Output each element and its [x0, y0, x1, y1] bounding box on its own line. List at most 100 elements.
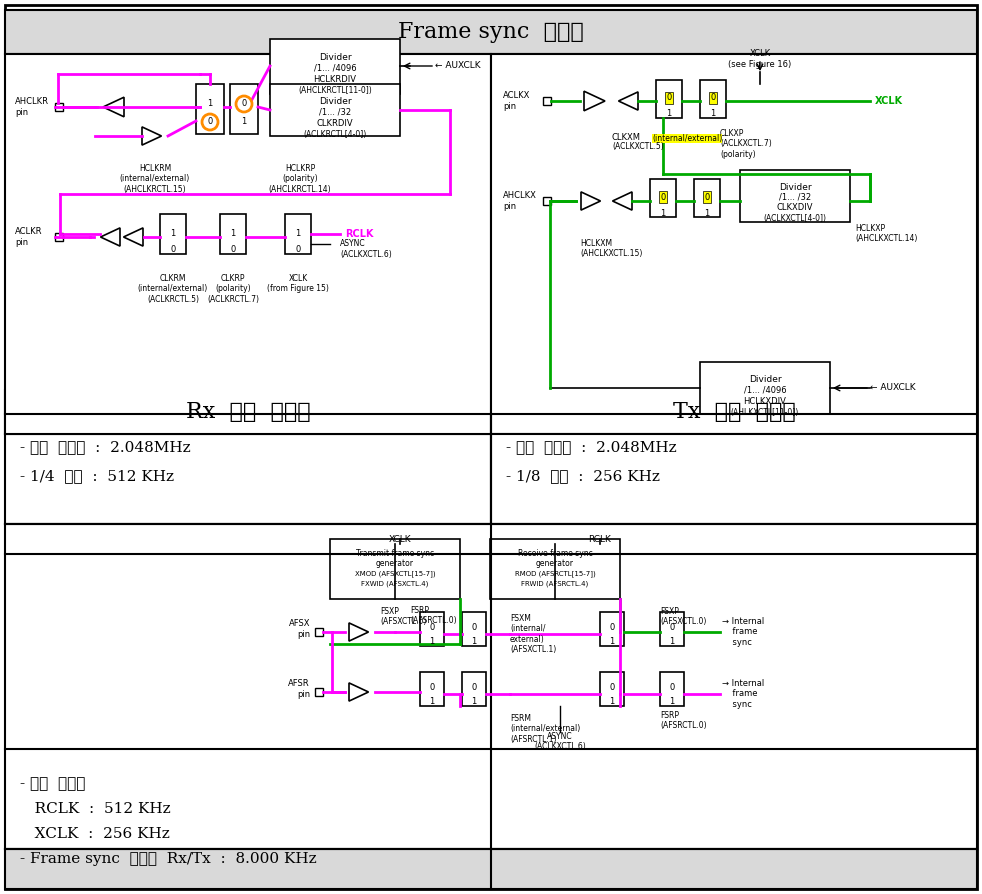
- Text: 0: 0: [231, 244, 236, 254]
- FancyBboxPatch shape: [600, 672, 624, 706]
- Text: 0: 0: [207, 117, 213, 126]
- Text: 0: 0: [296, 244, 300, 254]
- Text: 0: 0: [660, 192, 666, 201]
- Text: (internal/external): (internal/external): [652, 133, 722, 142]
- FancyBboxPatch shape: [285, 214, 311, 254]
- Text: FSXM
(internal/
external)
(AFSXCTL.1): FSXM (internal/ external) (AFSXCTL.1): [510, 614, 556, 654]
- Polygon shape: [581, 192, 601, 210]
- Text: 1: 1: [296, 230, 300, 239]
- Text: /1... /4096: /1... /4096: [743, 385, 787, 394]
- FancyBboxPatch shape: [650, 179, 676, 217]
- Text: 0: 0: [610, 622, 615, 631]
- Text: ACLKX
pin: ACLKX pin: [503, 91, 530, 111]
- Text: HCLKRDIV: HCLKRDIV: [313, 74, 356, 83]
- FancyBboxPatch shape: [600, 612, 624, 646]
- Text: HCLKRM
(internal/external)
(AHCLKRCTL.15): HCLKRM (internal/external) (AHCLKRCTL.15…: [120, 164, 191, 194]
- FancyBboxPatch shape: [700, 362, 830, 414]
- Text: XCLK
(from Figure 15): XCLK (from Figure 15): [267, 274, 329, 293]
- FancyBboxPatch shape: [543, 197, 551, 205]
- FancyBboxPatch shape: [700, 80, 726, 118]
- Text: XCLK: XCLK: [875, 96, 903, 106]
- Text: 0: 0: [471, 682, 476, 691]
- Text: /1... /32: /1... /32: [779, 192, 811, 201]
- FancyBboxPatch shape: [5, 849, 977, 889]
- FancyBboxPatch shape: [5, 434, 491, 524]
- Text: 1: 1: [207, 99, 213, 108]
- Text: AHCLKR
pin: AHCLKR pin: [15, 97, 49, 117]
- Text: (ACLKXCTL[4-0]): (ACLKXCTL[4-0]): [763, 214, 827, 223]
- Text: 0: 0: [704, 192, 710, 201]
- Text: → Internal
    frame
    sync: → Internal frame sync: [722, 679, 764, 709]
- FancyBboxPatch shape: [5, 10, 977, 54]
- Text: Tx  클럭  발생기: Tx 클럭 발생기: [673, 401, 795, 423]
- Text: Rx  클럭  발생기: Rx 클럭 발생기: [186, 401, 310, 423]
- Text: 1: 1: [670, 637, 675, 646]
- Text: 1: 1: [610, 637, 615, 646]
- Text: 0: 0: [429, 622, 435, 631]
- Text: AFSX
pin: AFSX pin: [289, 620, 310, 638]
- Text: 1: 1: [231, 230, 236, 239]
- Text: Divider: Divider: [748, 375, 782, 384]
- Text: CLKRDIV: CLKRDIV: [316, 119, 354, 128]
- Text: 0: 0: [610, 682, 615, 691]
- Text: FSRP
(AFSRCTL.0): FSRP (AFSRCTL.0): [660, 711, 707, 730]
- Text: CLKXDIV: CLKXDIV: [777, 204, 813, 213]
- Text: Divider: Divider: [319, 53, 352, 62]
- Text: XCLK
(see Figure 16): XCLK (see Figure 16): [729, 49, 791, 69]
- FancyBboxPatch shape: [5, 524, 977, 849]
- FancyBboxPatch shape: [491, 54, 977, 434]
- FancyBboxPatch shape: [5, 54, 491, 434]
- Text: 1: 1: [670, 697, 675, 706]
- FancyBboxPatch shape: [55, 103, 63, 111]
- Text: FSXP
(AFSXCTL.0): FSXP (AFSXCTL.0): [660, 607, 706, 627]
- FancyBboxPatch shape: [5, 5, 977, 889]
- FancyBboxPatch shape: [270, 39, 400, 94]
- Text: - 입력  주파수: - 입력 주파수: [20, 777, 85, 791]
- Text: 1: 1: [704, 208, 710, 217]
- Text: FSXP
(AFSXCTL.0): FSXP (AFSXCTL.0): [380, 607, 426, 627]
- Text: CLKRM
(internal/external)
(ACLKRCTL.5): CLKRM (internal/external) (ACLKRCTL.5): [137, 274, 208, 304]
- Text: FXWID (AFSXCTL.4): FXWID (AFSXCTL.4): [361, 581, 429, 587]
- Circle shape: [236, 96, 252, 112]
- Text: 1: 1: [471, 637, 476, 646]
- Polygon shape: [124, 228, 143, 246]
- Text: 0: 0: [710, 94, 716, 103]
- Polygon shape: [103, 97, 124, 117]
- FancyBboxPatch shape: [660, 612, 684, 646]
- Text: (AHLKXCTL[11-0]): (AHLKXCTL[11-0]): [731, 408, 799, 417]
- FancyBboxPatch shape: [462, 612, 486, 646]
- Text: 1: 1: [667, 109, 672, 119]
- Text: ← AUXCLK: ← AUXCLK: [870, 384, 915, 392]
- Text: 0: 0: [471, 622, 476, 631]
- FancyBboxPatch shape: [230, 84, 258, 134]
- FancyBboxPatch shape: [543, 97, 551, 105]
- Text: (AHCLKRCTL[11-0]): (AHCLKRCTL[11-0]): [299, 86, 372, 95]
- Text: AFSR
pin: AFSR pin: [289, 679, 310, 699]
- Text: 1: 1: [170, 230, 176, 239]
- Polygon shape: [349, 683, 368, 701]
- Polygon shape: [584, 91, 605, 111]
- Text: generator: generator: [536, 560, 574, 569]
- Text: - 1/4  분주  :  512 KHz: - 1/4 분주 : 512 KHz: [20, 469, 174, 483]
- Text: 0: 0: [429, 682, 435, 691]
- Text: XCLK: XCLK: [389, 535, 411, 544]
- Text: - 1/8  분주  :  256 KHz: - 1/8 분주 : 256 KHz: [506, 469, 660, 483]
- FancyBboxPatch shape: [490, 539, 620, 599]
- Text: HCLKXP
(AHCLKXCTL.14): HCLKXP (AHCLKXCTL.14): [855, 224, 917, 243]
- Polygon shape: [142, 127, 161, 145]
- Text: ASYNC
(ACLKXCTL.6): ASYNC (ACLKXCTL.6): [340, 240, 392, 258]
- Text: ASYNC
(ACLKXCTL.6): ASYNC (ACLKXCTL.6): [534, 732, 586, 751]
- FancyBboxPatch shape: [196, 84, 224, 134]
- Circle shape: [202, 114, 218, 130]
- Text: /1... /4096: /1... /4096: [313, 63, 356, 72]
- Text: ← AUXCLK: ← AUXCLK: [435, 62, 480, 71]
- Text: generator: generator: [376, 560, 414, 569]
- Text: - Frame sync  주파수  Rx/Tx  :  8.000 KHz: - Frame sync 주파수 Rx/Tx : 8.000 KHz: [20, 852, 316, 866]
- FancyBboxPatch shape: [740, 170, 850, 222]
- Text: /1... /32: /1... /32: [319, 107, 351, 116]
- Text: Divider: Divider: [779, 182, 811, 191]
- Text: RMOD (AFSRCTL[15-7]): RMOD (AFSRCTL[15-7]): [515, 570, 595, 578]
- Text: Transmit frame sync: Transmit frame sync: [355, 550, 434, 559]
- Text: CLKRP
(polarity)
(ACLKRCTL.7): CLKRP (polarity) (ACLKRCTL.7): [207, 274, 259, 304]
- Text: Frame sync  발생기: Frame sync 발생기: [398, 21, 584, 43]
